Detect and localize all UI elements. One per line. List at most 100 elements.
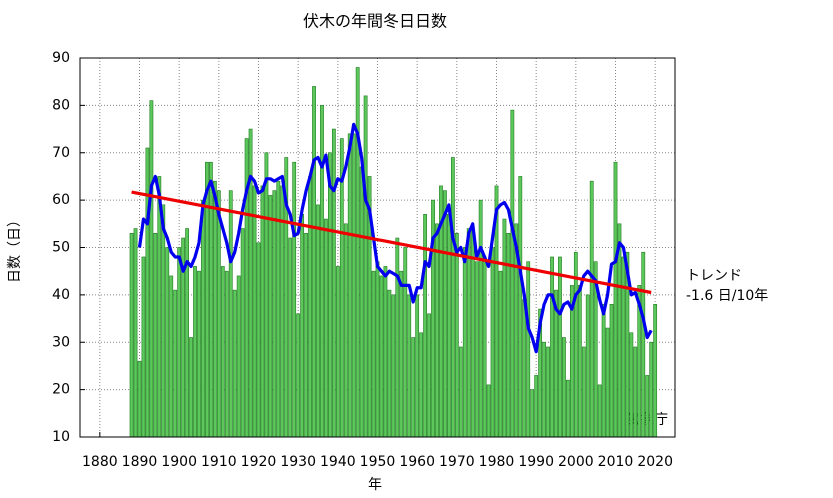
bar <box>256 242 261 438</box>
bar <box>375 261 380 438</box>
x-tick-label: 1990 <box>518 454 554 470</box>
bar <box>363 95 368 438</box>
x-tick-label: 1930 <box>280 454 316 470</box>
bar <box>173 289 178 438</box>
bar <box>355 67 360 438</box>
bar <box>522 299 527 438</box>
bar <box>177 247 182 438</box>
bar <box>324 218 328 438</box>
bar <box>316 204 320 438</box>
line <box>131 190 652 295</box>
bar <box>613 161 618 438</box>
bar <box>653 304 658 438</box>
bar <box>542 341 546 438</box>
x-tick-label: 1890 <box>122 454 158 470</box>
bar <box>193 266 197 438</box>
bar <box>478 199 483 438</box>
bar <box>308 176 312 438</box>
x-tick-label: 1900 <box>161 454 197 470</box>
bar <box>566 379 570 438</box>
bar <box>601 304 606 438</box>
x-tick-label: 1880 <box>82 454 118 470</box>
bar <box>260 185 265 438</box>
bar <box>462 247 467 438</box>
bar <box>403 247 408 438</box>
bar <box>629 332 634 438</box>
bar <box>458 346 463 438</box>
bar <box>573 251 578 438</box>
bar <box>482 256 487 438</box>
bar <box>335 266 340 438</box>
bar <box>216 190 221 438</box>
bar <box>581 346 586 438</box>
bar <box>558 256 562 438</box>
bar <box>498 270 503 438</box>
bar <box>502 218 507 438</box>
bar <box>645 375 650 438</box>
bar <box>641 251 646 438</box>
bar <box>331 128 336 438</box>
x-tick-label: 1960 <box>399 454 435 470</box>
bar <box>427 313 431 438</box>
bar <box>486 384 491 438</box>
x-axis-label: 年 <box>368 477 382 493</box>
bar <box>518 176 523 438</box>
bar <box>550 256 554 438</box>
bar <box>133 228 138 438</box>
bar <box>296 313 301 438</box>
bar <box>530 389 535 438</box>
y-tick-label: 30 <box>52 334 70 350</box>
bar <box>395 237 400 438</box>
bar <box>450 157 455 438</box>
bar <box>300 214 305 438</box>
x-tick-label: 2000 <box>558 454 594 470</box>
trend-rate: -1.6 日/10年 <box>686 288 768 304</box>
bar <box>447 214 451 438</box>
bar <box>185 228 189 438</box>
bar <box>490 247 495 438</box>
bar <box>379 275 384 438</box>
bar <box>534 375 539 438</box>
trend-label: トレンド <box>686 268 742 284</box>
x-tick-label: 1920 <box>241 454 277 470</box>
bar <box>347 133 352 438</box>
bar <box>343 223 348 438</box>
bar <box>209 161 213 438</box>
plot-frame <box>79 57 676 438</box>
bar <box>236 275 241 438</box>
x-tick-label: 1910 <box>201 454 237 470</box>
bar <box>589 180 594 438</box>
bar <box>268 195 273 438</box>
bar <box>649 341 654 438</box>
bar <box>228 190 233 438</box>
bar <box>609 304 614 438</box>
x-tick-label: 1980 <box>479 454 515 470</box>
bar <box>197 270 201 438</box>
bar <box>383 266 388 438</box>
bar <box>141 256 146 438</box>
bar <box>633 346 638 438</box>
bar <box>562 337 566 438</box>
bar <box>526 261 531 438</box>
bar <box>411 337 416 438</box>
bar <box>161 204 166 438</box>
bar <box>419 332 424 438</box>
bar <box>320 105 324 438</box>
bar <box>165 247 170 438</box>
y-tick-label: 70 <box>52 145 70 161</box>
bar <box>264 152 269 438</box>
bar <box>280 185 285 438</box>
bar <box>597 384 602 438</box>
y-tick-label: 20 <box>52 382 70 398</box>
bar <box>288 237 293 438</box>
x-tick-label: 2020 <box>637 454 673 470</box>
bar <box>252 185 257 438</box>
bar <box>240 228 245 438</box>
bar <box>466 228 471 438</box>
bar <box>312 86 316 438</box>
x-tick-label: 1950 <box>360 454 396 470</box>
bar <box>220 266 225 438</box>
bar <box>153 232 158 438</box>
bar <box>605 327 610 438</box>
